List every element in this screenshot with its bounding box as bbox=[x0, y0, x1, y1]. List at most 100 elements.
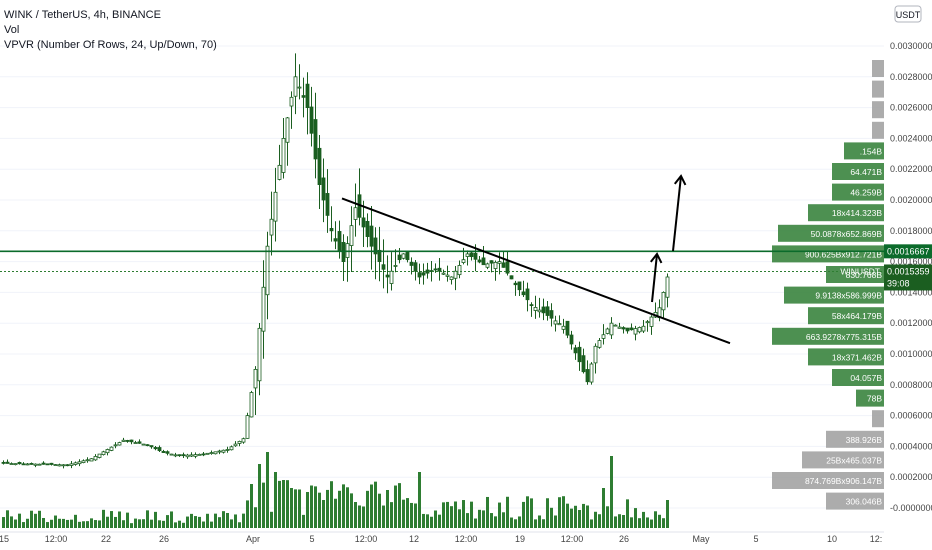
vpvr-row bbox=[872, 410, 884, 428]
candle-body bbox=[257, 327, 262, 382]
candle-body bbox=[57, 464, 62, 467]
volume-bar bbox=[30, 510, 33, 528]
candle-body bbox=[41, 462, 46, 465]
candle-body bbox=[573, 347, 578, 354]
volume-bar bbox=[250, 484, 253, 528]
candle-body bbox=[397, 254, 402, 261]
candle-body bbox=[649, 316, 654, 327]
level-price-label: 0.0016667 bbox=[887, 246, 930, 256]
candle-body bbox=[161, 451, 166, 453]
candle-body bbox=[113, 444, 118, 447]
candle-body bbox=[665, 276, 670, 298]
volume-bar bbox=[174, 522, 177, 528]
volume-bar bbox=[606, 506, 609, 528]
candle-body bbox=[477, 259, 482, 263]
volume-bar bbox=[18, 513, 21, 528]
candle-body bbox=[377, 249, 382, 262]
vpvr-row-label: 58x464.179B bbox=[832, 311, 882, 321]
volume-bar bbox=[398, 483, 401, 528]
volume-bar bbox=[478, 509, 481, 528]
volume-bar bbox=[2, 517, 5, 528]
vpvr-row-label: .154B bbox=[860, 146, 883, 156]
candle-body bbox=[645, 321, 650, 324]
volume-bar bbox=[558, 497, 561, 528]
volume-bar bbox=[202, 521, 205, 528]
vpvr-indicator-label[interactable]: VPVR (Number Of Rows, 24, Up/Down, 70) bbox=[4, 39, 217, 51]
volume-bar bbox=[134, 518, 137, 528]
volume-bar bbox=[362, 506, 365, 528]
volume-bar bbox=[658, 514, 661, 528]
candle-body bbox=[421, 272, 426, 276]
volume-bar bbox=[282, 480, 285, 528]
candle-body bbox=[481, 257, 486, 266]
candle-body bbox=[361, 217, 366, 228]
last-price-symbol: WINUSDT bbox=[840, 266, 880, 276]
volume-bar bbox=[610, 456, 613, 528]
candle-body bbox=[497, 261, 502, 264]
volume-bar bbox=[350, 493, 353, 528]
candle-body bbox=[13, 463, 18, 466]
volume-bar bbox=[294, 489, 297, 528]
price-tick-label: 0.0022000 bbox=[890, 164, 932, 174]
volume-bar bbox=[66, 519, 69, 528]
candle-body bbox=[197, 453, 202, 456]
vpvr-row bbox=[808, 348, 884, 366]
candle-body bbox=[405, 252, 410, 261]
candle-body bbox=[509, 275, 514, 280]
volume-indicator-label[interactable]: Vol bbox=[4, 24, 20, 36]
vpvr-row-label: 306.046B bbox=[846, 497, 883, 507]
volume-bar bbox=[594, 511, 597, 528]
volume-bar bbox=[214, 513, 217, 528]
candle-body bbox=[93, 456, 98, 461]
candle-body bbox=[169, 453, 174, 456]
volume-bar bbox=[114, 516, 117, 528]
candle-body bbox=[173, 454, 178, 457]
last-price-value: 0.0015359 bbox=[887, 266, 930, 276]
volume-bar bbox=[22, 522, 25, 528]
candle-body bbox=[201, 453, 206, 456]
candle-body bbox=[617, 326, 622, 329]
volume-bar bbox=[498, 502, 501, 528]
volume-bar bbox=[46, 522, 49, 528]
candle-body bbox=[209, 452, 214, 454]
candle-body bbox=[105, 449, 110, 454]
time-tick-label: 26 bbox=[619, 534, 629, 544]
volume-bar bbox=[598, 514, 601, 528]
volume-bar bbox=[402, 499, 405, 528]
candle-body bbox=[389, 270, 394, 284]
candle-body bbox=[569, 334, 574, 345]
volume-bar bbox=[646, 517, 649, 528]
symbol-title[interactable]: WINK / TetherUS, 4h, BINANCE bbox=[4, 9, 161, 21]
volume-bar bbox=[634, 508, 637, 528]
volume-bar bbox=[270, 511, 273, 528]
volume-bar bbox=[486, 496, 489, 528]
currency-button-label: USDT bbox=[896, 10, 921, 20]
volume-bar bbox=[146, 510, 149, 528]
candle-body bbox=[81, 460, 86, 463]
currency-button[interactable] bbox=[894, 5, 922, 23]
volume-bar bbox=[14, 519, 17, 528]
volume-bar bbox=[566, 503, 569, 528]
candle-body bbox=[613, 324, 618, 327]
volume-bar bbox=[162, 520, 165, 528]
candle-body bbox=[65, 464, 70, 467]
volume-bar bbox=[338, 490, 341, 528]
candle-body bbox=[1, 461, 6, 464]
candle-body bbox=[473, 252, 478, 260]
candle-body bbox=[69, 463, 74, 466]
candle-body bbox=[121, 439, 126, 442]
candle-body bbox=[441, 272, 446, 275]
volume-bar bbox=[302, 514, 305, 528]
candle-body bbox=[337, 231, 342, 252]
candle-body bbox=[489, 260, 494, 264]
candle-body bbox=[433, 268, 438, 271]
volume-bar bbox=[298, 489, 301, 528]
volume-bar bbox=[642, 511, 645, 528]
vpvr-row bbox=[772, 245, 884, 263]
trendline bbox=[341, 197, 731, 345]
vpvr-row bbox=[856, 389, 884, 407]
candle-body bbox=[565, 320, 570, 336]
volume-bar bbox=[310, 485, 313, 528]
volume-bar bbox=[314, 486, 317, 528]
